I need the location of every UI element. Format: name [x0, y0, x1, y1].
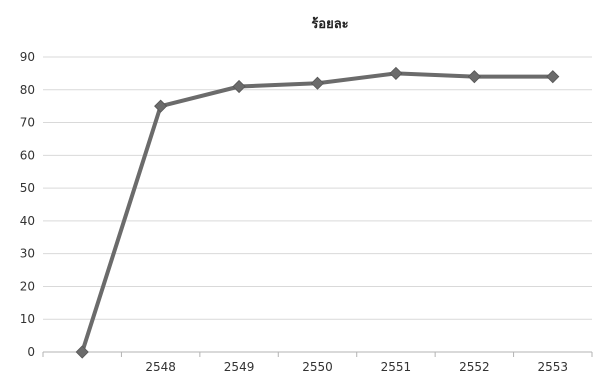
y-tick-label: 50	[20, 181, 35, 195]
data-point-marker	[154, 99, 168, 113]
x-tick-label: 2549	[224, 360, 255, 374]
chart-title: ร้อยละ	[311, 16, 348, 32]
y-tick-label: 0	[27, 345, 35, 359]
y-tick-label: 60	[20, 148, 35, 162]
y-tick-label: 40	[20, 214, 35, 228]
y-tick-label: 20	[20, 279, 35, 293]
y-tick-label: 10	[20, 312, 35, 326]
x-tick-label: 2548	[145, 360, 176, 374]
data-point-marker	[546, 70, 560, 84]
data-point-marker	[389, 66, 403, 80]
x-tick-label: 2550	[302, 360, 333, 374]
x-tick-label: 2552	[459, 360, 490, 374]
data-point-marker	[467, 70, 481, 84]
y-tick-label: 80	[20, 83, 35, 97]
y-tick-label: 90	[20, 50, 35, 64]
data-point-marker	[310, 76, 325, 90]
x-tick-label: 2551	[381, 360, 412, 374]
x-axis-ticks: 2548 2549 2550 2551 2552 2553	[145, 360, 568, 374]
series-line	[80, 71, 555, 354]
x-tick-label: 2553	[538, 360, 569, 374]
data-point-marker	[75, 345, 89, 359]
y-tick-label: 70	[20, 116, 35, 130]
series-layer	[75, 66, 560, 359]
y-tick-label: 30	[20, 247, 35, 261]
axes	[42, 351, 593, 357]
y-axis-ticks: 0 10 20 30 40 50 60 70 80 90	[20, 50, 35, 359]
gridlines	[43, 56, 592, 320]
data-point-marker	[232, 79, 246, 94]
